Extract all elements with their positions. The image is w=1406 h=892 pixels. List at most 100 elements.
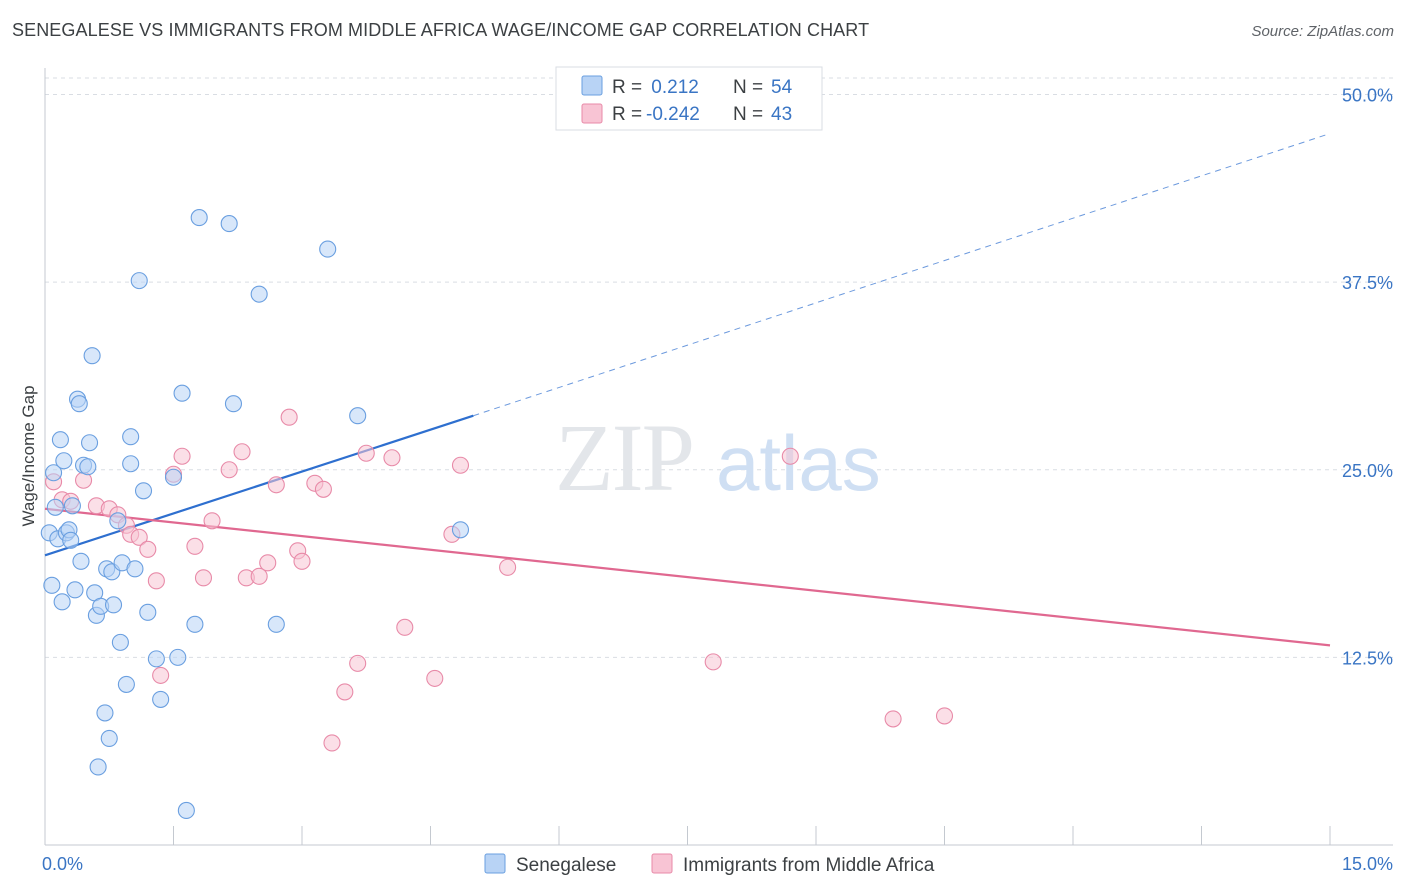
point-middle-africa (426, 669, 444, 687)
point-middle-africa (233, 443, 251, 461)
point-senegalese (177, 801, 195, 820)
point-senegalese (89, 758, 107, 776)
point-middle-africa (152, 666, 170, 684)
point-senegalese (147, 650, 165, 668)
point-senegalese (109, 512, 127, 530)
point-middle-africa (357, 444, 375, 462)
legend-top-swatch-middle-africa (581, 103, 603, 124)
point-senegalese (72, 552, 90, 570)
watermark: ZIP atlas (555, 404, 881, 511)
point-senegalese (220, 215, 238, 233)
point-middle-africa (349, 654, 367, 672)
point-senegalese (46, 498, 64, 516)
point-senegalese (43, 576, 61, 594)
watermark-atlas: atlas (716, 419, 881, 507)
x-tick-label: 0.0% (42, 854, 83, 874)
points-layer (40, 209, 954, 820)
point-senegalese (122, 455, 140, 473)
y-axis-label: Wage/Income Gap (19, 385, 38, 526)
legend-bottom-label-middle-africa: Immigrants from Middle Africa (683, 855, 935, 876)
axis-layer: 12.5% 25.0% 37.5% 50.0% 0.0% 15.0% Wage/Income… (19, 68, 1393, 874)
point-senegalese (169, 648, 187, 666)
x-tick-label: 15.0% (1342, 854, 1393, 874)
y-tick-label: 12.5% (1342, 648, 1393, 668)
point-senegalese (83, 347, 101, 365)
point-middle-africa (280, 408, 298, 426)
point-middle-africa (293, 552, 311, 570)
point-middle-africa (704, 653, 722, 671)
point-senegalese (164, 468, 183, 486)
point-middle-africa (336, 683, 354, 701)
point-middle-africa (781, 447, 799, 465)
legend-bottom-swatch-senegalese (484, 853, 506, 874)
point-senegalese (70, 395, 88, 413)
legend-bottom: Senegalese Immigrants from Middle Africa (484, 853, 935, 876)
trend-layer (44, 133, 1331, 647)
point-senegalese (134, 482, 153, 500)
trend-line-middle-africa (44, 507, 1331, 647)
chart-source: Source: ZipAtlas.com (1251, 23, 1394, 40)
point-senegalese (111, 633, 129, 651)
point-middle-africa (396, 618, 414, 636)
point-senegalese (139, 603, 157, 621)
point-middle-africa (173, 447, 191, 465)
point-senegalese (117, 675, 135, 693)
point-middle-africa (220, 461, 238, 479)
point-senegalese (130, 272, 148, 290)
point-middle-africa (147, 572, 165, 590)
point-senegalese (267, 615, 285, 633)
point-senegalese (53, 593, 71, 611)
y-tick-label: 25.0% (1342, 461, 1393, 481)
point-middle-africa (884, 710, 902, 728)
point-senegalese (126, 560, 144, 578)
point-senegalese (96, 704, 114, 722)
point-middle-africa (935, 707, 954, 725)
point-senegalese (55, 452, 73, 470)
trend-line-senegalese-extension (473, 133, 1331, 417)
y-tick-label: 50.0% (1342, 86, 1393, 106)
point-senegalese (451, 521, 470, 539)
watermark-zip: ZIP (555, 404, 693, 511)
point-middle-africa (259, 554, 277, 572)
point-middle-africa (314, 480, 332, 498)
legend-top-swatch-senegalese (581, 75, 603, 96)
point-senegalese (80, 434, 99, 452)
chart-title: SENEGALESE VS IMMIGRANTS FROM MIDDLE AFR… (12, 20, 870, 40)
point-senegalese (349, 407, 367, 425)
point-senegalese (62, 531, 80, 549)
point-middle-africa (194, 569, 213, 587)
point-middle-africa (383, 449, 401, 467)
point-senegalese (104, 596, 123, 614)
trend-line-senegalese (44, 414, 474, 557)
point-senegalese (122, 428, 140, 446)
legend-top-r-value-0: 0.212 (646, 77, 699, 98)
legend-top: R = 0.212 N = 54 R = -0.242 N = 43 (555, 66, 823, 131)
point-senegalese (79, 458, 97, 476)
point-senegalese (100, 729, 118, 747)
legend-top-r-label-1: R = (612, 104, 642, 125)
point-middle-africa (139, 540, 157, 558)
point-senegalese (190, 209, 208, 227)
y-tick-label: 37.5% (1342, 273, 1393, 293)
point-senegalese (186, 615, 204, 633)
point-senegalese (152, 690, 170, 708)
point-middle-africa (323, 734, 341, 752)
legend-bottom-swatch-middle-africa (651, 853, 673, 874)
point-senegalese (51, 431, 69, 449)
legend-top-r-value-1: -0.242 (646, 104, 700, 125)
legend-top-n-label-0: N = (733, 77, 763, 98)
point-middle-africa (499, 558, 517, 576)
legend-top-n-value-0: 54 (771, 77, 793, 98)
point-senegalese (66, 581, 84, 599)
legend-top-n-label-1: N = (733, 104, 763, 125)
point-senegalese (63, 497, 81, 515)
point-middle-africa (203, 512, 221, 530)
point-senegalese (250, 285, 268, 303)
legend-top-n-value-1: 43 (771, 104, 792, 125)
point-middle-africa (250, 567, 268, 585)
point-senegalese (173, 384, 191, 402)
point-middle-africa (267, 476, 285, 494)
point-senegalese (224, 395, 243, 413)
point-middle-africa (451, 456, 470, 474)
